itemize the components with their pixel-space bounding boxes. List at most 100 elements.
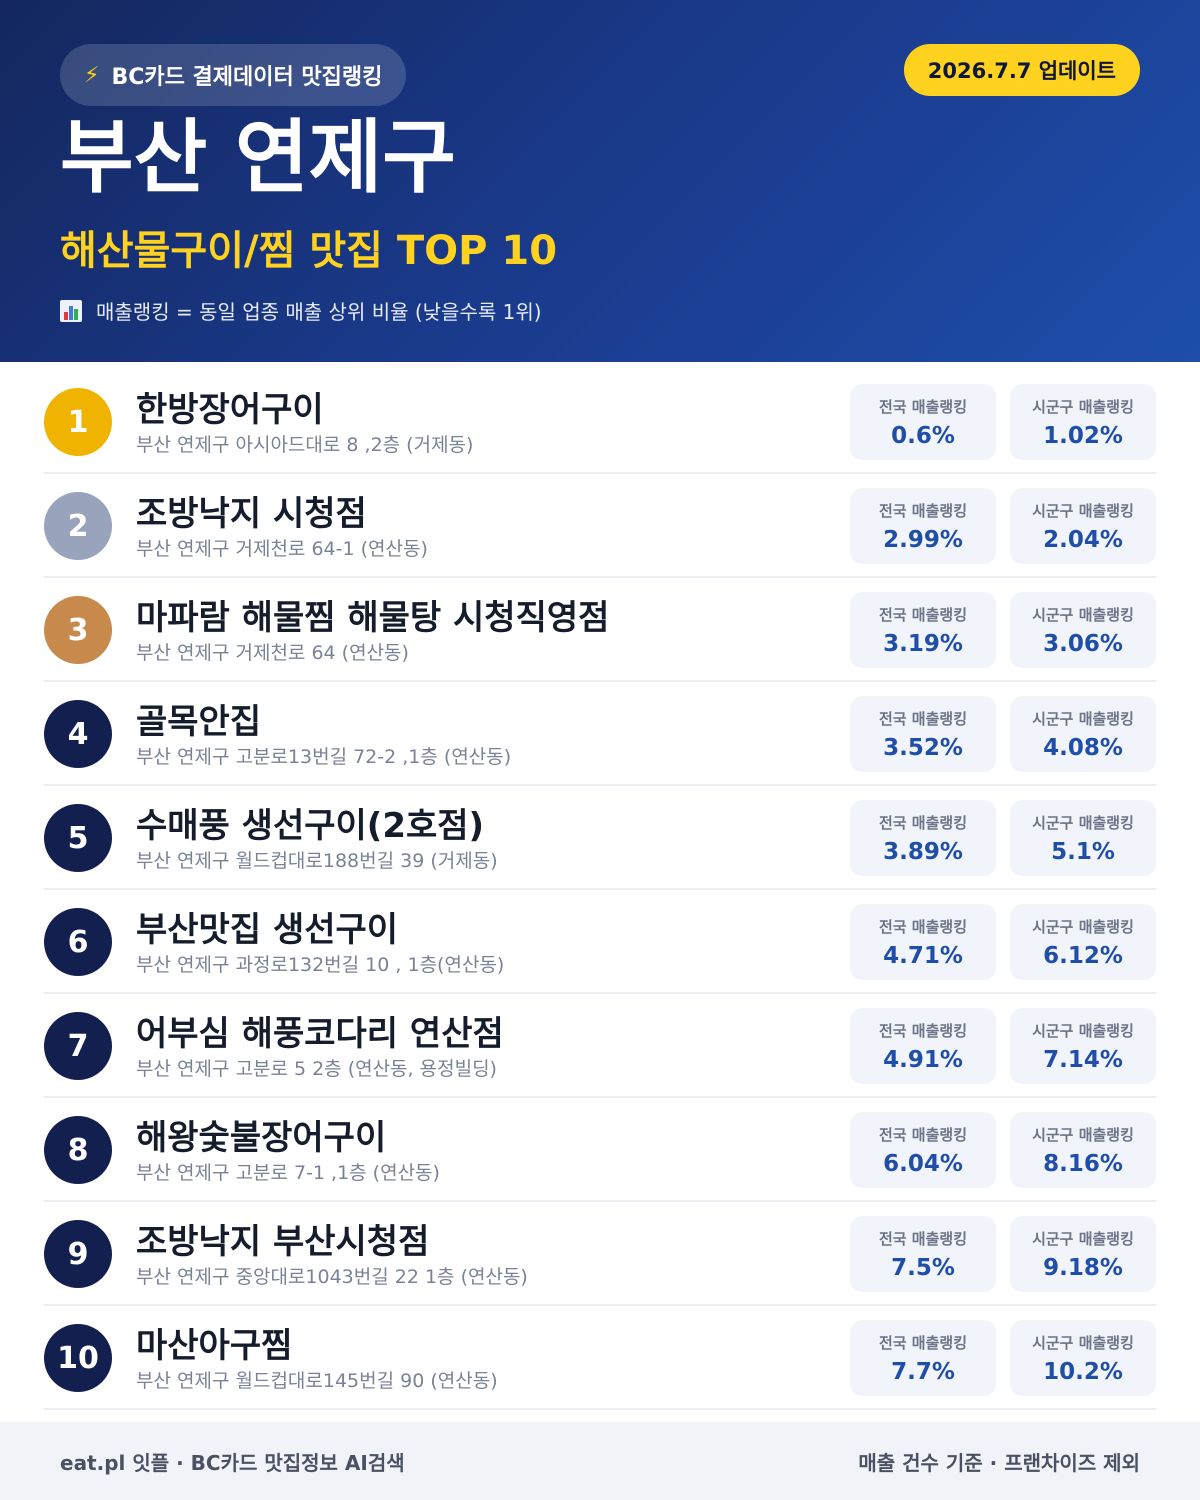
update-date-label: 2026.7.7 업데이트 [927,59,1116,83]
national-ranking-value: 3.52% [883,734,963,761]
source-badge-label: BC카드 결제데이터 맛집랭킹 [111,65,383,90]
local-ranking-value: 7.14% [1043,1046,1123,1073]
list-item[interactable]: 1 한방장어구이 부산 연제구 아시아드대로 8 ,2층 (거제동) 전국 매출랭킹 0… [44,370,1156,474]
rank-badge: 10 [44,1324,112,1392]
local-ranking-value: 10.2% [1043,1358,1123,1385]
rank-badge: 8 [44,1116,112,1184]
bar-chart-icon [60,299,82,322]
national-ranking-label: 전국 매출랭킹 [878,397,968,416]
local-ranking-card: 시군구 매출랭킹 1.02% [1010,384,1156,460]
restaurant-name: 해왕숯불장어구이 [136,1118,387,1158]
national-ranking-label: 전국 매출랭킹 [878,813,968,832]
local-ranking-label: 시군구 매출랭킹 [1032,501,1134,520]
lightning-bolt-icon: ⚡ [84,62,100,88]
restaurant-name: 부산맛집 생선구이 [136,910,399,950]
local-ranking-label: 시군구 매출랭킹 [1032,605,1134,624]
restaurant-name: 마산아구찜 [136,1326,293,1366]
rank-badge: 7 [44,1012,112,1080]
national-ranking-label: 전국 매출랭킹 [878,1229,968,1248]
national-ranking-value: 3.89% [883,838,963,865]
national-ranking-label: 전국 매출랭킹 [878,1021,968,1040]
national-ranking-label: 전국 매출랭킹 [878,501,968,520]
restaurant-address: 부산 연제구 거제천로 64 (연산동) [136,642,409,664]
footer-criteria: 매출 건수 기준 · 프랜차이즈 제외 [858,1450,1140,1475]
local-ranking-value: 6.12% [1043,942,1123,969]
source-badge: ⚡ BC카드 결제데이터 맛집랭킹 [60,44,407,106]
local-ranking-card: 시군구 매출랭킹 9.18% [1010,1216,1156,1292]
list-item[interactable]: 2 조방낙지 시청점 부산 연제구 거제천로 64-1 (연산동) 전국 매출랭킹 2.… [44,474,1156,578]
list-item[interactable]: 4 골목안집 부산 연제구 고분로13번길 72-2 ,1층 (연산동) 전국 매출랭… [44,682,1156,786]
list-item[interactable]: 5 수매풍 생선구이(2호점) 부산 연제구 월드컵대로188번길 39 (거제동)… [44,786,1156,890]
local-ranking-card: 시군구 매출랭킹 3.06% [1010,592,1156,668]
page-title: 부산 연제구 [60,111,456,204]
rank-badge: 5 [44,804,112,872]
local-ranking-value: 9.18% [1043,1254,1123,1281]
list-item[interactable]: 9 조방낙지 부산시청점 부산 연제구 중앙대로1043번길 22 1층 (연산동)… [44,1202,1156,1306]
local-ranking-label: 시군구 매출랭킹 [1032,397,1134,416]
national-ranking-label: 전국 매출랭킹 [878,1333,968,1352]
update-date-badge: 2026.7.7 업데이트 [903,44,1140,96]
rank-badge: 9 [44,1220,112,1288]
local-ranking-value: 1.02% [1043,422,1123,449]
restaurant-name: 한방장어구이 [136,390,324,430]
local-ranking-label: 시군구 매출랭킹 [1032,709,1134,728]
restaurant-name: 마파람 해물찜 해물탕 시청직영점 [136,598,610,638]
national-ranking-label: 전국 매출랭킹 [878,1125,968,1144]
national-ranking-card: 전국 매출랭킹 6.04% [850,1112,996,1188]
national-ranking-value: 7.7% [891,1358,955,1385]
national-ranking-card: 전국 매출랭킹 4.91% [850,1008,996,1084]
footer: eat.pl 잇플 · BC카드 맛집정보 AI검색 매출 건수 기준 · 프랜… [0,1422,1200,1500]
local-ranking-value: 2.04% [1043,526,1123,553]
national-ranking-value: 4.91% [883,1046,963,1073]
local-ranking-value: 5.1% [1051,838,1115,865]
restaurant-name: 조방낙지 시청점 [136,494,367,534]
local-ranking-card: 시군구 매출랭킹 10.2% [1010,1320,1156,1396]
restaurant-address: 부산 연제구 월드컵대로188번길 39 (거제동) [136,850,498,872]
local-ranking-card: 시군구 매출랭킹 7.14% [1010,1008,1156,1084]
ranking-note: 매출랭킹 = 동일 업종 매출 상위 비율 (낮을수록 1위) [60,296,542,325]
restaurant-address: 부산 연제구 아시아드대로 8 ,2층 (거제동) [136,434,474,456]
restaurant-address: 부산 연제구 거제천로 64-1 (연산동) [136,538,428,560]
ranking-list: 1 한방장어구이 부산 연제구 아시아드대로 8 ,2층 (거제동) 전국 매출랭킹 0… [44,370,1156,1410]
national-ranking-card: 전국 매출랭킹 3.52% [850,696,996,772]
page-subtitle: 해산물구이/찜 맛집 TOP 10 [60,228,558,274]
footer-source: eat.pl 잇플 · BC카드 맛집정보 AI검색 [60,1450,405,1475]
local-ranking-label: 시군구 매출랭킹 [1032,1333,1134,1352]
national-ranking-card: 전국 매출랭킹 3.19% [850,592,996,668]
ranking-note-text: 매출랭킹 = 동일 업종 매출 상위 비율 (낮을수록 1위) [96,300,542,324]
list-item[interactable]: 6 부산맛집 생선구이 부산 연제구 과정로132번길 10 , 1층(연산동) 전국… [44,890,1156,994]
rank-badge: 2 [44,492,112,560]
restaurant-address: 부산 연제구 월드컵대로145번길 90 (연산동) [136,1370,498,1392]
local-ranking-card: 시군구 매출랭킹 6.12% [1010,904,1156,980]
local-ranking-label: 시군구 매출랭킹 [1032,1125,1134,1144]
rank-badge: 6 [44,908,112,976]
rank-badge: 3 [44,596,112,664]
restaurant-name: 어부심 해풍코다리 연산점 [136,1014,504,1054]
national-ranking-card: 전국 매출랭킹 2.99% [850,488,996,564]
restaurant-address: 부산 연제구 중앙대로1043번길 22 1층 (연산동) [136,1266,528,1288]
restaurant-name: 골목안집 [136,702,262,742]
local-ranking-value: 4.08% [1043,734,1123,761]
national-ranking-label: 전국 매출랭킹 [878,605,968,624]
header-banner: ⚡ BC카드 결제데이터 맛집랭킹 2026.7.7 업데이트 부산 연제구 해… [0,0,1200,362]
national-ranking-card: 전국 매출랭킹 0.6% [850,384,996,460]
local-ranking-value: 3.06% [1043,630,1123,657]
national-ranking-value: 7.5% [891,1254,955,1281]
national-ranking-value: 4.71% [883,942,963,969]
restaurant-address: 부산 연제구 과정로132번길 10 , 1층(연산동) [136,954,505,976]
restaurant-address: 부산 연제구 고분로 5 2층 (연산동, 용정빌딩) [136,1058,497,1080]
local-ranking-label: 시군구 매출랭킹 [1032,917,1134,936]
national-ranking-card: 전국 매출랭킹 3.89% [850,800,996,876]
local-ranking-card: 시군구 매출랭킹 8.16% [1010,1112,1156,1188]
local-ranking-card: 시군구 매출랭킹 2.04% [1010,488,1156,564]
restaurant-address: 부산 연제구 고분로13번길 72-2 ,1층 (연산동) [136,746,512,768]
national-ranking-label: 전국 매출랭킹 [878,709,968,728]
national-ranking-card: 전국 매출랭킹 7.7% [850,1320,996,1396]
restaurant-address: 부산 연제구 고분로 7-1 ,1층 (연산동) [136,1162,440,1184]
restaurant-name: 수매풍 생선구이(2호점) [136,806,485,846]
local-ranking-label: 시군구 매출랭킹 [1032,1021,1134,1040]
